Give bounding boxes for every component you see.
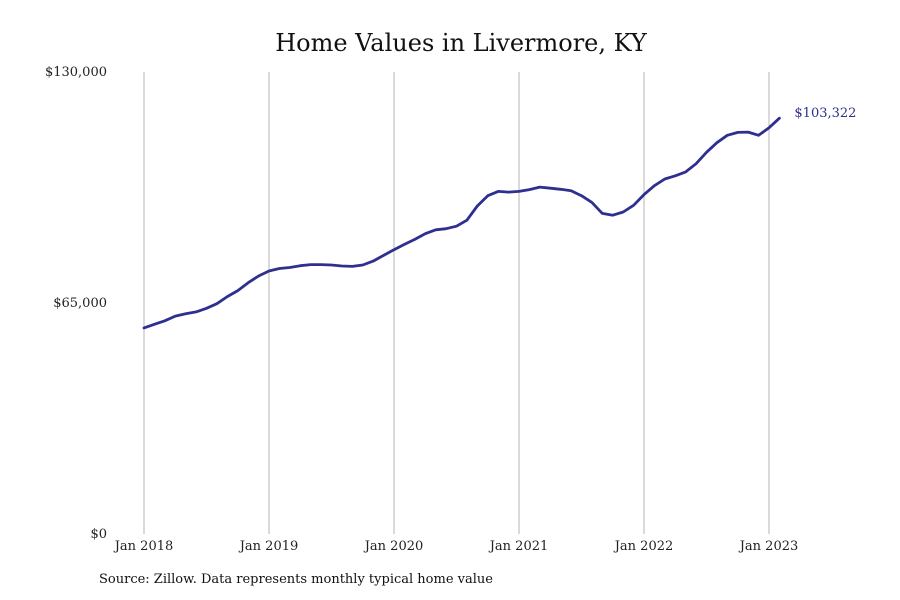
gridlines xyxy=(143,72,770,534)
x-tick-label: Jan 2021 xyxy=(488,539,549,554)
x-tick-label: Jan 2022 xyxy=(613,539,674,554)
x-axis: Jan 2018 Jan 2019 Jan 2020 Jan 2021 Jan 2022… xyxy=(113,539,799,554)
x-tick-label: Jan 2019 xyxy=(238,539,299,554)
series-line xyxy=(142,116,781,330)
x-tick-label: Jan 2020 xyxy=(363,539,424,554)
end-value-label: $103,322 xyxy=(794,106,856,121)
y-axis: $0 $65,000 $130,000 xyxy=(45,65,107,542)
chart-title: Home Values in Livermore, KY xyxy=(275,29,648,57)
x-tick-label: Jan 2018 xyxy=(113,539,174,554)
y-tick-label: $130,000 xyxy=(45,65,107,80)
y-tick-label: $65,000 xyxy=(53,296,107,311)
x-tick-label: Jan 2023 xyxy=(738,539,799,554)
y-tick-label: $0 xyxy=(90,527,107,542)
source-note: Source: Zillow. Data represents monthly … xyxy=(99,572,493,587)
